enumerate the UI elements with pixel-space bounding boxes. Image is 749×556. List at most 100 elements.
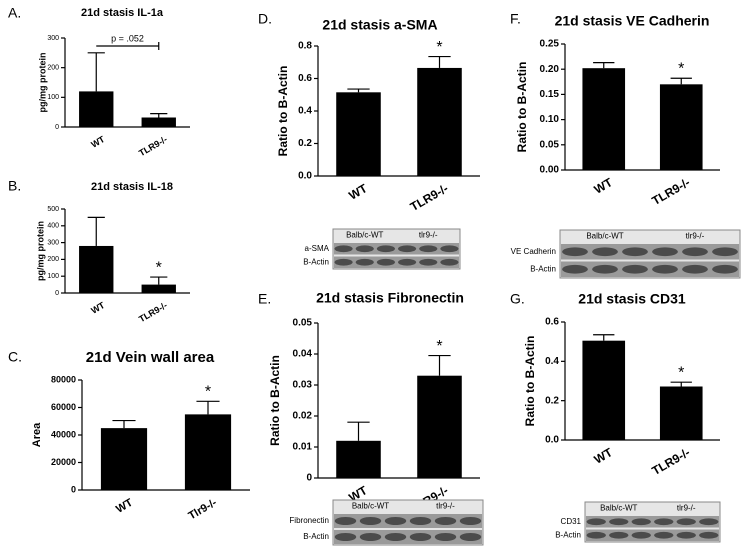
blot-group-label: Balb/c-WT <box>586 232 623 241</box>
bar <box>79 245 114 293</box>
y-tick-label: 0.01 <box>293 442 313 453</box>
annotation: p = .052 <box>111 33 144 43</box>
x-tick-label: Tlr9-/- <box>186 497 219 523</box>
blot-band <box>654 518 674 526</box>
blot-band <box>419 258 438 266</box>
blot-band <box>654 531 674 539</box>
bar <box>100 428 148 490</box>
blot-row <box>586 529 719 541</box>
blot-row <box>334 243 459 255</box>
blot-band <box>440 258 459 266</box>
y-tick-label: 300 <box>47 35 59 42</box>
y-tick-label: 0.15 <box>540 89 560 100</box>
y-tick-label: 0.6 <box>545 317 559 328</box>
blot-band <box>334 258 353 266</box>
blot-group-label: Balb/c-WT <box>352 502 389 511</box>
y-axis-label: pg/mg protein <box>35 221 45 281</box>
blot-band <box>712 247 738 257</box>
blot-group-label: tlr9-/- <box>419 231 438 240</box>
annotation: * <box>678 60 684 77</box>
y-tick-label: 0.05 <box>293 318 313 329</box>
annotation: * <box>436 338 442 355</box>
blot-row-label: a-SMA <box>305 244 330 253</box>
panel-letter: D. <box>258 11 272 27</box>
x-tick-label: WT <box>592 445 616 467</box>
blot-band <box>586 531 606 539</box>
y-tick-label: 0 <box>71 484 76 494</box>
blot-band <box>586 518 606 526</box>
blot-band <box>562 264 588 274</box>
annotation: * <box>156 259 162 276</box>
blot-band <box>334 517 357 525</box>
y-tick-label: 20000 <box>51 457 76 467</box>
y-axis-label: Ratio to B-Actin <box>515 62 529 153</box>
y-tick-label: 200 <box>47 256 59 263</box>
y-tick-label: 100 <box>47 94 59 101</box>
blot-band <box>652 247 678 257</box>
x-tick-label: TLR9-/- <box>408 181 451 214</box>
x-tick-label: WT <box>89 134 107 150</box>
x-tick-label: TLR9-/- <box>137 134 169 158</box>
blot-row-label: B-Actin <box>303 257 329 266</box>
blot-band <box>652 264 678 274</box>
y-tick-label: 0.10 <box>540 114 560 125</box>
y-axis-label: Ratio to B-Actin <box>276 66 290 157</box>
blot-band <box>631 518 651 526</box>
x-tick-label: WT <box>89 300 107 316</box>
y-tick-label: 0 <box>306 473 312 484</box>
bar <box>141 117 176 127</box>
y-tick-label: 0.6 <box>298 73 312 84</box>
annotation: * <box>436 39 442 56</box>
blot-row-label: CD31 <box>561 517 582 526</box>
blot-band <box>459 533 482 541</box>
annotation: * <box>678 364 684 381</box>
bar <box>659 386 703 440</box>
x-tick-label: WT <box>346 181 370 203</box>
blot-group-label: Balb/c-WT <box>600 504 637 513</box>
blot-band <box>609 531 629 539</box>
y-tick-label: 60000 <box>51 402 76 412</box>
y-tick-label: 0.4 <box>298 106 312 117</box>
blot-band <box>676 531 696 539</box>
chart-title: 21d stasis VE Cadherin <box>555 13 710 29</box>
blot-group-label: tlr9-/- <box>677 504 696 513</box>
y-tick-label: 200 <box>47 65 59 72</box>
panel-letter: A. <box>8 5 21 21</box>
blot-band <box>384 533 407 541</box>
blot-row <box>586 516 719 528</box>
blot-band <box>699 531 719 539</box>
blot-band <box>376 258 395 266</box>
y-tick-label: 80000 <box>51 374 76 384</box>
blot-row <box>334 256 459 268</box>
blot-band <box>334 533 357 541</box>
y-tick-label: 0.00 <box>540 165 560 176</box>
y-axis-label: Area <box>31 422 43 447</box>
blot-band <box>434 517 457 525</box>
blot-band <box>459 517 482 525</box>
x-tick-label: WT <box>592 175 616 197</box>
y-tick-label: 0.2 <box>298 138 312 149</box>
panel-letter: C. <box>8 349 22 365</box>
bar <box>582 340 626 440</box>
y-axis-label: Ratio to B-Actin <box>523 336 537 427</box>
y-tick-label: 0.03 <box>293 380 313 391</box>
y-tick-label: 0.20 <box>540 64 560 75</box>
y-tick-label: 0.4 <box>545 356 559 367</box>
bar <box>417 375 462 478</box>
y-tick-label: 400 <box>47 223 59 230</box>
blot-band <box>592 264 618 274</box>
y-tick-label: 500 <box>47 206 59 213</box>
blot-band <box>562 247 588 257</box>
y-tick-label: 0.04 <box>293 349 313 360</box>
chart-title: 21d stasis IL-1a <box>81 7 164 19</box>
bar <box>141 284 176 293</box>
blot-band <box>359 517 382 525</box>
blot-band <box>376 245 395 253</box>
annotation: * <box>205 384 211 401</box>
blot-band <box>398 258 417 266</box>
y-tick-label: 0.0 <box>298 171 312 182</box>
blot-row-label: B-Actin <box>303 532 329 541</box>
y-tick-label: 0 <box>55 124 59 131</box>
panel-letter: G. <box>510 291 525 307</box>
